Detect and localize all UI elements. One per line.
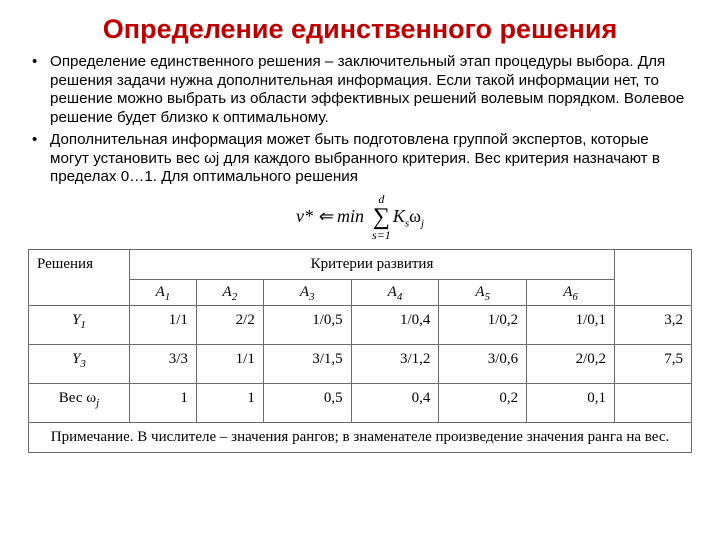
header-sum: [615, 249, 692, 305]
table-header-row: Решения Критерии развития: [29, 249, 692, 279]
table-footnote: Примечание. В числителе – значения ранго…: [29, 422, 692, 452]
cell: 3/1,5: [263, 344, 351, 383]
cell: 1/0,1: [527, 305, 615, 344]
weight-cell: 0,4: [351, 383, 439, 422]
cell: 1/0,2: [439, 305, 527, 344]
row-label: Y3: [29, 344, 130, 383]
cell: 3/1,2: [351, 344, 439, 383]
col-header: A6: [527, 279, 615, 305]
table-row-weights: Вес ωj 1 1 0,5 0,4 0,2 0,1: [29, 383, 692, 422]
term2-sub: j: [421, 218, 424, 230]
table-row: Y1 1/1 2/2 1/0,5 1/0,4 1/0,2 1/0,1 3,2: [29, 305, 692, 344]
col-header: A4: [351, 279, 439, 305]
table-footnote-row: Примечание. В числителе – значения ранго…: [29, 422, 692, 452]
col-header: A1: [130, 279, 197, 305]
formula-term: Ksωj: [393, 206, 424, 227]
criteria-table: Решения Критерии развития A1 A2 A3 A4 A5…: [28, 249, 692, 453]
cell: 3/0,6: [439, 344, 527, 383]
table-row: Y3 3/3 1/1 3/1,5 3/1,2 3/0,6 2/0,2 7,5: [29, 344, 692, 383]
header-criteria: Критерии развития: [130, 249, 615, 279]
col-header: A2: [196, 279, 263, 305]
sigma-icon: ∑: [373, 205, 390, 229]
formula-block: v* ⇐ min d ∑ s=1 Ksωj: [28, 193, 692, 241]
bullet-item: Дополнительная информация может быть под…: [50, 131, 686, 187]
slide-title: Определение единственного решения: [28, 14, 692, 45]
col-header: A3: [263, 279, 351, 305]
weight-cell: 0,2: [439, 383, 527, 422]
sum-cell: [615, 383, 692, 422]
bullet-list: Определение единственного решения – закл…: [28, 53, 692, 187]
cell: 1/1: [196, 344, 263, 383]
cell: 1/0,4: [351, 305, 439, 344]
header-solutions: Решения: [29, 249, 130, 305]
col-header: A5: [439, 279, 527, 305]
cell: 3/3: [130, 344, 197, 383]
term2: ω: [409, 206, 421, 226]
cell: 2/0,2: [527, 344, 615, 383]
sum-cell: 7,5: [615, 344, 692, 383]
term1: K: [393, 206, 405, 226]
sum-lower: s=1: [372, 229, 391, 241]
row-label: Y1: [29, 305, 130, 344]
cell: 1/0,5: [263, 305, 351, 344]
weight-cell: 1: [130, 383, 197, 422]
weights-label: Вес ωj: [29, 383, 130, 422]
formula-lhs: v* ⇐ min: [296, 206, 364, 227]
summation-symbol: d ∑ s=1: [372, 193, 391, 241]
sum-cell: 3,2: [615, 305, 692, 344]
weight-cell: 0,5: [263, 383, 351, 422]
weight-cell: 0,1: [527, 383, 615, 422]
bullet-item: Определение единственного решения – закл…: [50, 53, 686, 127]
cell: 2/2: [196, 305, 263, 344]
weight-cell: 1: [196, 383, 263, 422]
cell: 1/1: [130, 305, 197, 344]
